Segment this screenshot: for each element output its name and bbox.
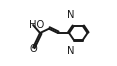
Text: N: N (67, 10, 74, 20)
Text: HO: HO (29, 20, 44, 30)
Text: O: O (29, 44, 37, 55)
Text: N: N (67, 46, 74, 56)
